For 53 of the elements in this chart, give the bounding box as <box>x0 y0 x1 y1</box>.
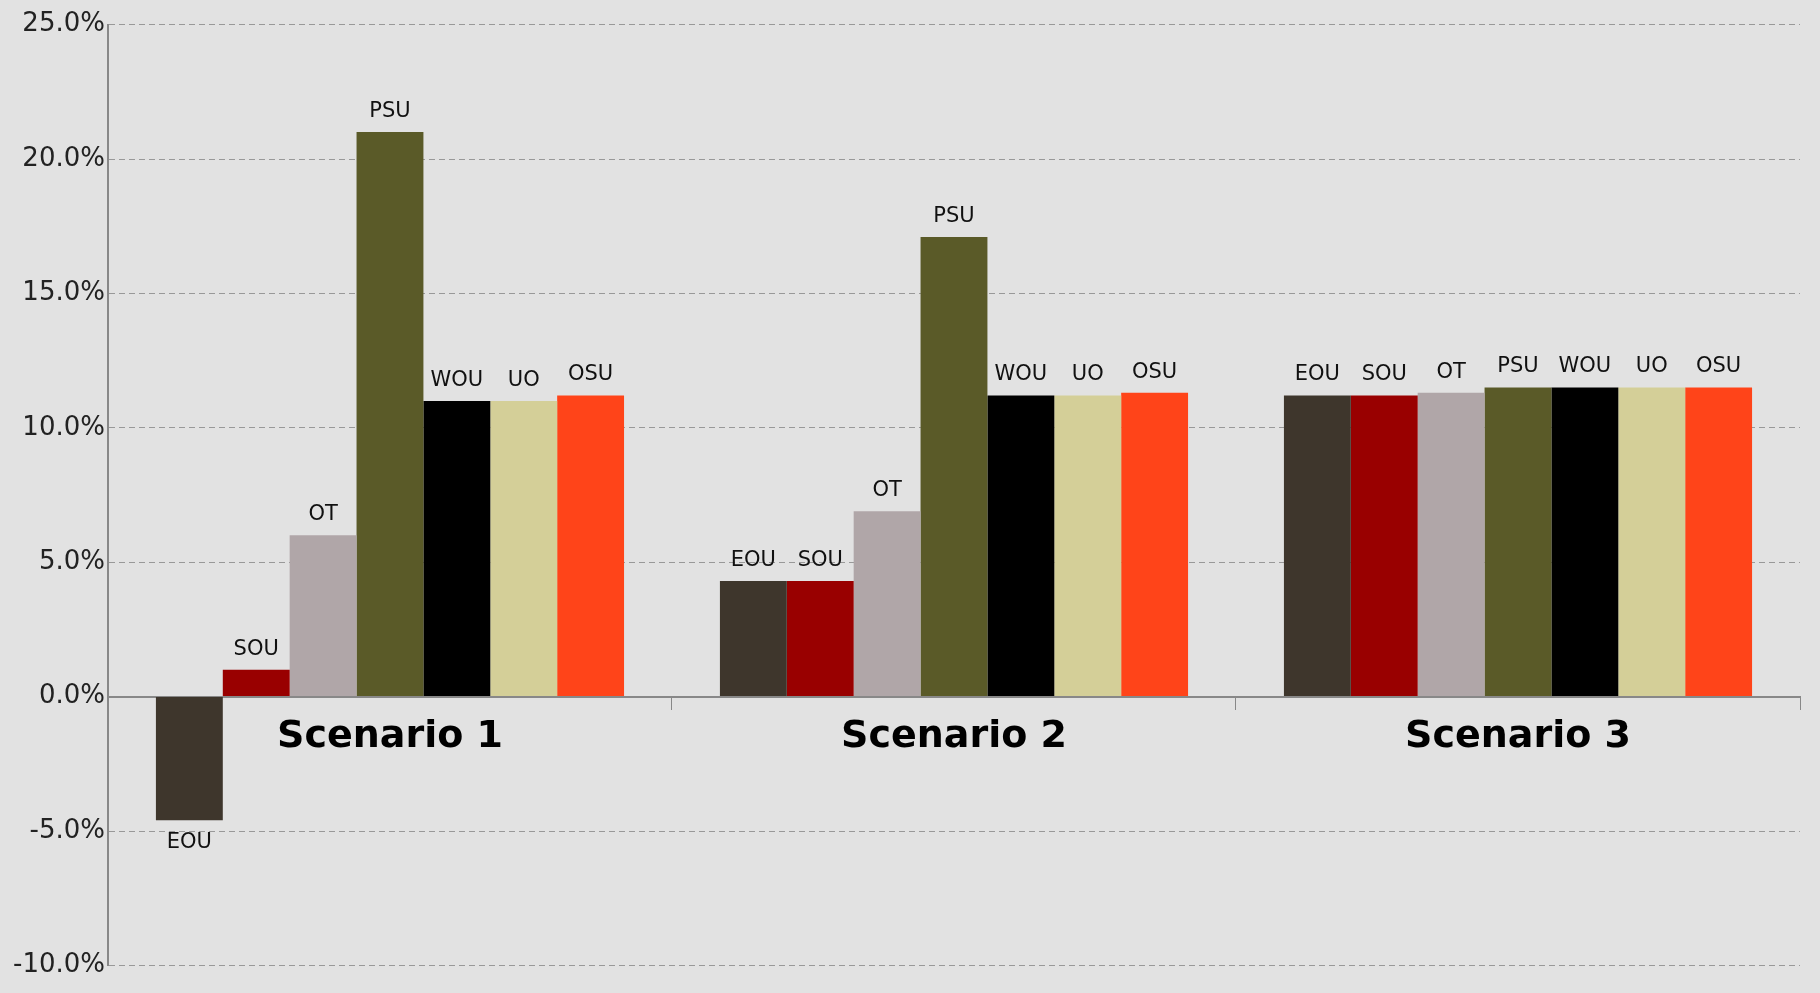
text: WOU <box>430 366 484 391</box>
y-tick-label: -5.0% <box>29 813 105 844</box>
bar <box>155 697 223 821</box>
text: PSU <box>1497 353 1539 378</box>
series-label: WOU <box>994 361 1048 386</box>
text: PSU <box>369 98 411 123</box>
bar <box>356 132 424 697</box>
bar <box>222 669 290 697</box>
bar <box>1350 395 1418 697</box>
series-label: UO <box>1071 361 1104 386</box>
text: OT <box>308 501 338 526</box>
bar <box>786 581 854 697</box>
y-tick-label: 5.0% <box>38 544 105 575</box>
bar <box>1417 392 1485 697</box>
bar <box>1484 387 1552 697</box>
y-tick-label: 0.0% <box>38 679 105 710</box>
text: OSU <box>1132 358 1178 383</box>
bar <box>987 395 1055 697</box>
y-tick-label: 15.0% <box>22 276 105 307</box>
text: EOU <box>730 546 776 571</box>
series-label: OSU <box>567 361 614 386</box>
bar <box>1551 387 1619 697</box>
bar <box>853 511 921 697</box>
y-tick-label: 10.0% <box>22 410 105 441</box>
series-label: OT <box>872 477 902 502</box>
bar <box>557 395 625 697</box>
bar <box>1054 395 1122 697</box>
text: UO <box>507 366 540 391</box>
x-tick-label: Scenario 2 <box>841 712 1067 757</box>
bar <box>289 535 357 697</box>
x-tick-label: Scenario 1 <box>277 712 503 757</box>
series-label: PSU <box>933 202 975 227</box>
x-tick-label: Scenario 3 <box>1405 712 1631 757</box>
text: OSU <box>1696 353 1742 378</box>
bar <box>920 236 988 697</box>
text: UO <box>1635 353 1668 378</box>
text: SOU <box>797 546 843 571</box>
y-tick-label: 20.0% <box>22 141 105 172</box>
bar <box>1618 387 1686 697</box>
series-label: SOU <box>1361 361 1407 386</box>
text: WOU <box>1558 353 1612 378</box>
bar <box>1685 387 1753 697</box>
y-tick-label: 25.0% <box>22 7 105 38</box>
text: SOU <box>233 635 279 660</box>
y-tick-label: -10.0% <box>12 948 105 979</box>
bar <box>423 400 491 697</box>
bar <box>1121 392 1189 697</box>
bar <box>490 400 558 697</box>
text: EOU <box>1294 361 1340 386</box>
bar <box>1283 395 1351 697</box>
text: OT <box>1436 358 1466 383</box>
bar <box>719 581 787 697</box>
series-label: EOU <box>166 829 212 854</box>
